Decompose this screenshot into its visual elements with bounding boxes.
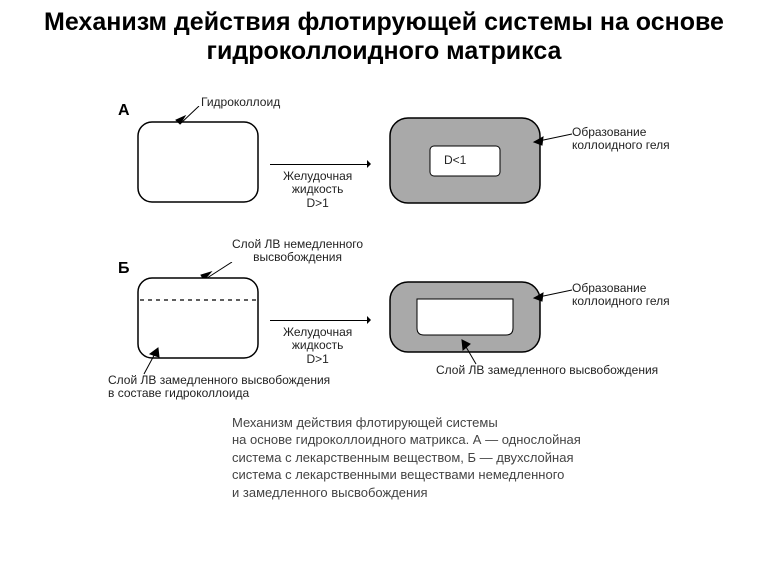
caption: Механизм действия флотирующей системы на… — [232, 414, 581, 502]
label-b-gel: Образование коллоидного геля — [572, 282, 670, 310]
letter-a: А — [118, 102, 130, 120]
label-b-bottom: Слой ЛВ замедленного высвобождения в сос… — [108, 374, 330, 402]
pointer-b-bottom — [142, 346, 166, 376]
label-a-fluid: Желудочная жидкость D>1 — [283, 170, 352, 211]
arrow-b — [270, 320, 370, 321]
label-a-hydrocolloid: Гидроколлоид — [201, 96, 280, 110]
pointer-a-gel — [530, 130, 574, 146]
pointer-a-top — [175, 106, 205, 128]
label-a-gel: Образование коллоидного геля — [572, 126, 670, 154]
label-b-rbottom: Слой ЛВ замедленного высвобождения — [436, 364, 658, 378]
box-a-left — [136, 120, 260, 204]
letter-b: Б — [118, 260, 130, 278]
page-title: Механизм действия флотирующей системы на… — [0, 0, 768, 68]
arrow-a — [270, 164, 370, 165]
label-b-fluid: Желудочная жидкость D>1 — [283, 326, 352, 367]
label-a-d: D<1 — [444, 154, 466, 168]
pointer-b-rbottom — [460, 338, 482, 366]
label-b-top: Слой ЛВ немедленного высвобождения — [232, 238, 363, 266]
pointer-b-gel — [530, 286, 574, 302]
